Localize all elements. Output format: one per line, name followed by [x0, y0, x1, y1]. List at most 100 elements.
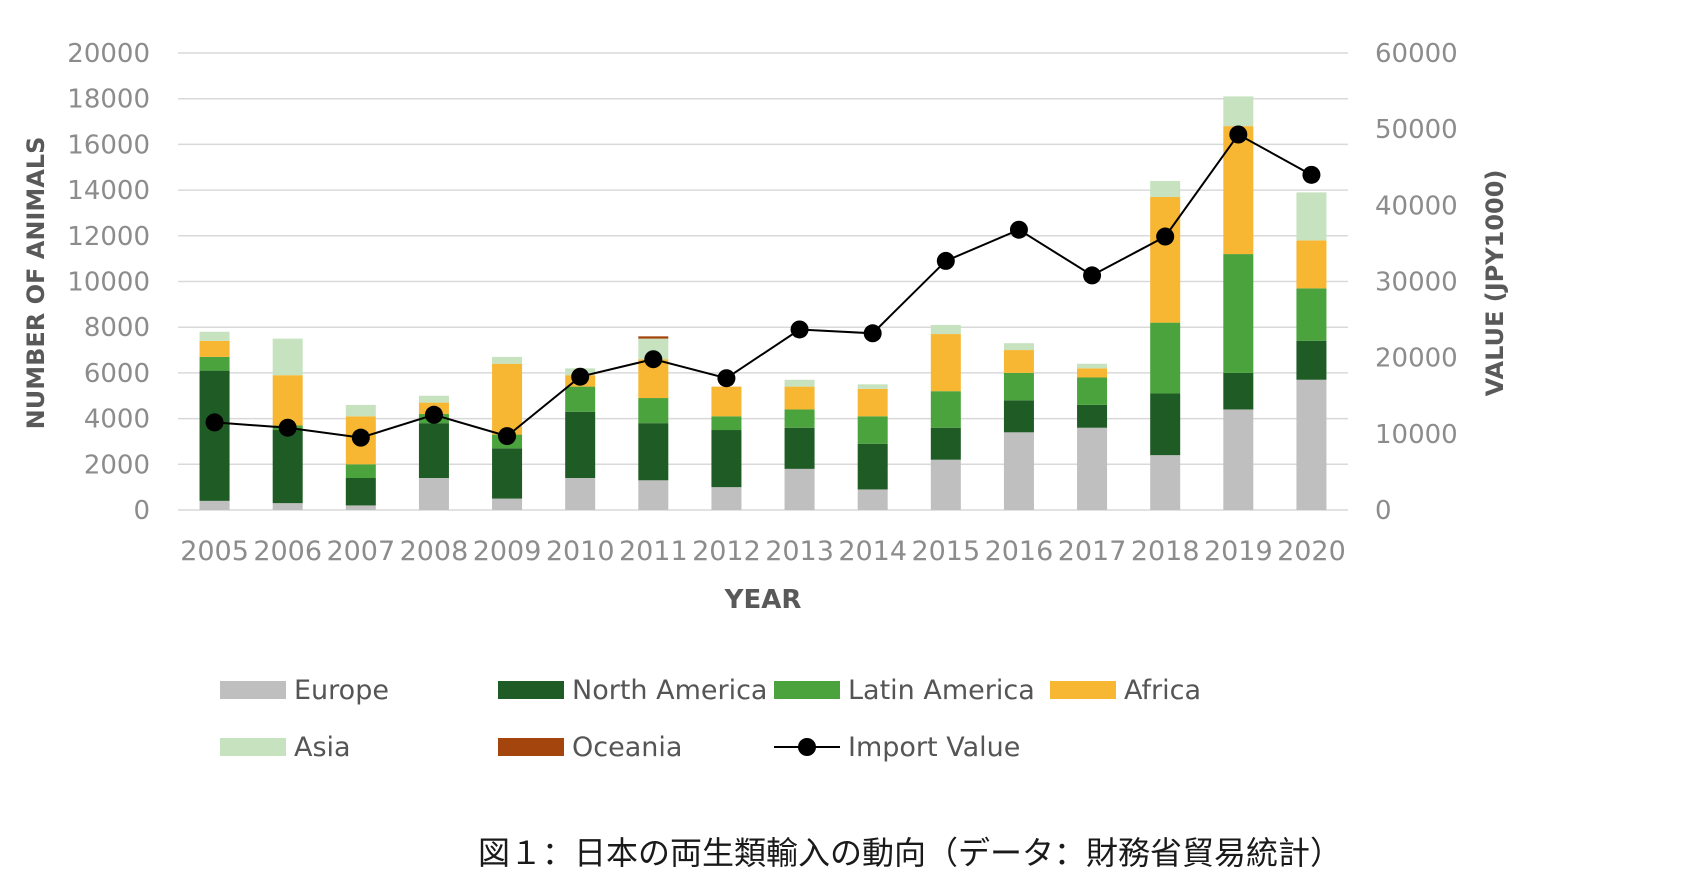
y-tick-label: 8000 [84, 313, 150, 343]
bar-oceania [638, 336, 669, 339]
bar-asia [1223, 96, 1254, 127]
y-tick-label: 14000 [67, 176, 150, 206]
x-tick-label: 2018 [1131, 536, 1200, 567]
bar-europe [784, 468, 815, 510]
legend-swatch [220, 738, 286, 756]
bar-asia [784, 379, 815, 387]
y-tick-label: 18000 [67, 85, 150, 115]
y-axis-title: NUMBER OF ANIMALS [22, 137, 50, 430]
import-value-point [790, 320, 809, 339]
bar-europe [857, 489, 888, 510]
bar-latin-america [638, 398, 669, 424]
bar-europe [345, 505, 376, 510]
legend-label: Latin America [848, 674, 1035, 706]
bar-latin-america [565, 386, 596, 412]
y2-tick-label: 60000 [1375, 39, 1458, 69]
import-value-point [1302, 165, 1321, 184]
legend-label: Asia [294, 731, 351, 763]
bar-africa [1003, 350, 1034, 373]
legend-label: Oceania [572, 731, 683, 763]
bar-africa [1223, 126, 1254, 255]
import-value-point [571, 367, 590, 386]
bar-europe [272, 503, 303, 510]
y-tick-label: 4000 [84, 405, 150, 435]
x-tick-label: 2013 [765, 536, 834, 567]
x-tick-label: 2017 [1058, 536, 1127, 567]
bar-north-america [1223, 372, 1254, 410]
bar-latin-america [930, 391, 961, 428]
bar-latin-america [1223, 254, 1254, 373]
bar-europe [492, 498, 523, 510]
bar-latin-america [857, 416, 888, 444]
bar-asia [1150, 180, 1181, 197]
x-tick-label: 2020 [1277, 536, 1346, 567]
bar-asia [492, 356, 523, 364]
y-tick-label: 12000 [67, 222, 150, 252]
legend-item-latin-america: Latin America [774, 670, 1035, 710]
x-tick-label: 2012 [692, 536, 761, 567]
import-value-point [205, 413, 224, 432]
x-tick-label: 2016 [985, 536, 1054, 567]
bar-africa [930, 334, 961, 392]
bar-europe [565, 478, 596, 510]
bar-africa [711, 386, 742, 417]
bar-africa [857, 388, 888, 417]
bar-latin-america [1296, 288, 1327, 341]
bar-north-america [1150, 393, 1181, 456]
bar-africa [784, 386, 815, 410]
legend-item-asia: Asia [220, 727, 351, 767]
bar-asia [1077, 363, 1108, 369]
legend-swatch [774, 681, 840, 699]
import-value-point [351, 428, 370, 447]
import-value-point [644, 350, 663, 369]
y-tick-label: 16000 [67, 130, 150, 160]
bar-north-america [1077, 404, 1108, 428]
bar-africa [492, 363, 523, 435]
bar-europe [418, 478, 449, 510]
bar-north-america [857, 443, 888, 490]
import-value-point [717, 369, 736, 388]
bar-latin-america [1150, 322, 1181, 394]
bar-north-america [418, 423, 449, 479]
import-value-point [1009, 220, 1028, 239]
bar-latin-america [345, 464, 376, 479]
x-tick-label: 2011 [619, 536, 688, 567]
bar-north-america [930, 427, 961, 460]
y2-tick-label: 20000 [1375, 344, 1458, 374]
import-value-point [424, 405, 443, 424]
bar-latin-america [199, 356, 230, 371]
x-tick-label: 2006 [253, 536, 322, 567]
bar-north-america [1003, 400, 1034, 433]
bar-asia [638, 338, 669, 360]
import-trend-chart: 0 2000 4000 6000 8000 10000 12000 14000 16000 180… [22, 39, 1509, 615]
legend-label: Africa [1124, 674, 1202, 706]
legend-item-oceania: Oceania [498, 727, 682, 767]
legend-swatch [498, 738, 564, 756]
bar-asia [857, 384, 888, 389]
legend-item-europe: Europe [220, 670, 389, 710]
bar-asia [345, 404, 376, 417]
bar-asia [1296, 192, 1327, 241]
bar-north-america [565, 411, 596, 479]
bar-north-america [272, 430, 303, 504]
y-tick-label: 2000 [84, 450, 150, 480]
y2-tick-label: 10000 [1375, 420, 1458, 450]
bar-europe [199, 500, 230, 510]
y-tick-label: 10000 [67, 268, 150, 298]
bar-africa [1077, 368, 1108, 378]
bar-africa [272, 375, 303, 426]
bar-europe [1003, 432, 1034, 510]
bar-north-america [492, 448, 523, 499]
bar-asia [418, 395, 449, 403]
bar-africa [1296, 240, 1327, 289]
bar-europe [638, 480, 669, 510]
chart-legend: Europe North America Latin America Africa As… [220, 670, 1420, 800]
bar-latin-america [711, 416, 742, 431]
x-tick-label: 2010 [546, 536, 615, 567]
x-tick-label: 2005 [180, 536, 249, 567]
legend-label: North America [572, 674, 768, 706]
legend-label: Import Value [848, 731, 1021, 763]
bar-europe [1223, 409, 1254, 510]
bar-africa [199, 340, 230, 357]
bar-europe [711, 487, 742, 510]
